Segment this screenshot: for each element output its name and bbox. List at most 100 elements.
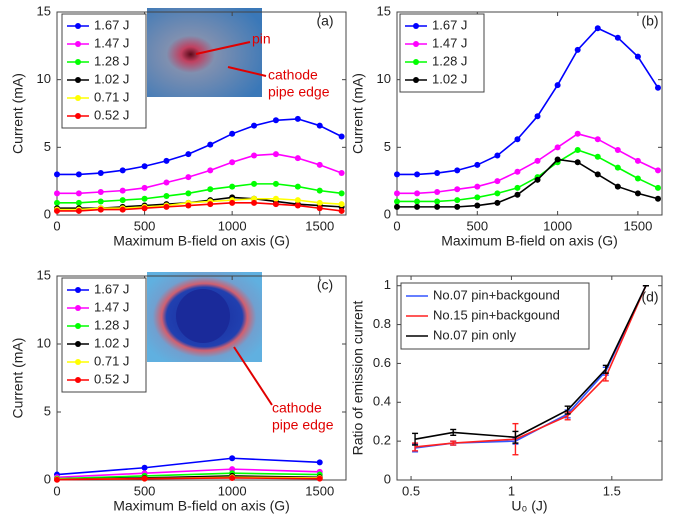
marker xyxy=(229,199,236,206)
legend-marker xyxy=(75,23,81,29)
marker xyxy=(494,199,501,206)
y-tick-label: 0.8 xyxy=(373,316,391,331)
marker xyxy=(141,464,148,471)
marker xyxy=(614,34,621,41)
y-tick-label: 1 xyxy=(384,277,391,292)
marker xyxy=(614,183,621,190)
marker xyxy=(294,155,301,162)
inset-image-a xyxy=(147,8,267,97)
marker xyxy=(75,190,82,197)
legend-label: 1.28 J xyxy=(94,317,129,332)
legend-box xyxy=(61,277,147,393)
marker xyxy=(251,152,258,159)
marker xyxy=(574,147,581,154)
legend-label: 1.67 J xyxy=(94,17,129,32)
marker xyxy=(394,203,400,210)
legend-label: 1.67 J xyxy=(432,17,467,32)
marker xyxy=(554,82,561,89)
marker xyxy=(454,203,461,210)
legend-label: 1.02 J xyxy=(94,335,129,350)
marker xyxy=(414,198,421,205)
legend-label: 1.28 J xyxy=(432,53,467,68)
y-tick-label: 0 xyxy=(384,206,391,221)
marker xyxy=(207,201,214,208)
marker xyxy=(338,170,345,177)
legend-marker xyxy=(75,305,81,311)
x-tick-label: 1500 xyxy=(305,483,334,498)
series-line xyxy=(57,183,342,204)
legend-marker xyxy=(75,41,81,47)
marker xyxy=(207,186,214,193)
x-tick-label: 1 xyxy=(508,483,515,498)
marker xyxy=(54,207,60,214)
marker xyxy=(594,136,601,143)
marker xyxy=(614,164,621,171)
legend-marker xyxy=(75,59,81,65)
series-line xyxy=(414,285,647,440)
legend-marker xyxy=(75,287,81,293)
legend-marker xyxy=(75,341,81,347)
x-tick-label: 1500 xyxy=(305,218,334,233)
y-axis-label: Current (mA) xyxy=(350,73,366,154)
marker xyxy=(272,195,279,202)
marker xyxy=(338,207,345,214)
marker xyxy=(654,84,661,91)
legend-label: 1.02 J xyxy=(432,71,467,86)
annotation: cathode xyxy=(272,400,322,416)
legend-label: 1.47 J xyxy=(432,35,467,50)
marker xyxy=(75,171,82,178)
panel-label: (c) xyxy=(317,277,333,293)
marker xyxy=(97,188,104,195)
x-tick-label: 500 xyxy=(134,218,156,233)
marker xyxy=(414,190,421,197)
x-tick-label: 0.5 xyxy=(402,483,420,498)
legend-label: 1.02 J xyxy=(94,71,129,86)
marker xyxy=(434,170,441,177)
plot-frame xyxy=(396,11,663,216)
x-tick-label: 500 xyxy=(466,218,488,233)
marker xyxy=(474,194,481,201)
series-line xyxy=(56,457,320,476)
x-tick-label: 1000 xyxy=(218,483,247,498)
marker xyxy=(316,205,323,212)
marker xyxy=(229,474,236,481)
marker xyxy=(163,193,170,200)
marker xyxy=(634,157,641,164)
annotation: pipe edge xyxy=(268,84,330,100)
marker xyxy=(394,171,400,178)
marker xyxy=(54,476,60,483)
plot-frame xyxy=(56,11,347,216)
marker xyxy=(634,190,641,197)
plot-frame xyxy=(396,275,663,481)
marker xyxy=(75,199,82,206)
series-line xyxy=(397,132,659,195)
x-axis-label: Maximum B-field on axis (G) xyxy=(113,233,290,249)
marker xyxy=(272,201,279,208)
x-tick-label: 0 xyxy=(53,483,60,498)
marker xyxy=(207,167,214,174)
marker xyxy=(316,161,323,168)
marker xyxy=(229,159,236,166)
marker xyxy=(514,191,521,198)
marker xyxy=(474,202,481,209)
marker xyxy=(185,190,192,197)
legend-label: No.07 pin only xyxy=(433,327,517,342)
marker xyxy=(654,184,661,191)
marker xyxy=(163,203,170,210)
legend-marker xyxy=(75,359,81,365)
legend-marker xyxy=(413,23,419,29)
legend-marker xyxy=(75,323,81,329)
marker xyxy=(434,198,441,205)
series-line xyxy=(397,27,659,176)
y-axis-label: Current (mA) xyxy=(10,73,26,154)
marker xyxy=(141,205,148,212)
marker xyxy=(119,206,126,213)
marker xyxy=(494,152,501,159)
inset-image-c xyxy=(147,272,273,406)
marker xyxy=(494,190,501,197)
marker xyxy=(294,183,301,190)
plot-frame xyxy=(56,275,347,481)
legend-label: 0.71 J xyxy=(94,89,129,104)
marker xyxy=(338,201,345,208)
